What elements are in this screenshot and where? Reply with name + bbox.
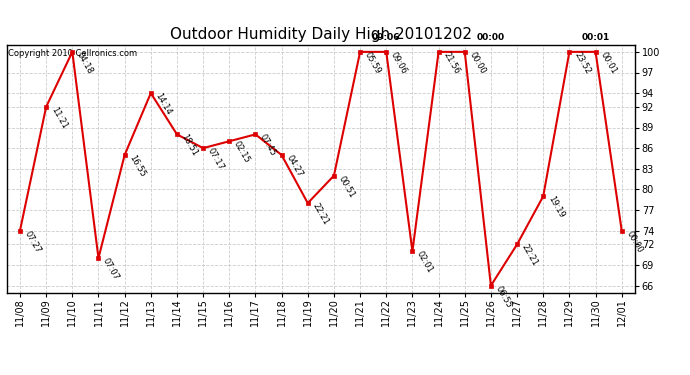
Text: 04:27: 04:27 — [284, 154, 304, 179]
Text: 09:06: 09:06 — [389, 51, 408, 76]
Text: 22:21: 22:21 — [520, 243, 540, 268]
Text: 00:01: 00:01 — [598, 51, 618, 75]
Text: 00:00: 00:00 — [468, 51, 487, 75]
Text: 06:55: 06:55 — [493, 284, 513, 309]
Text: 21:56: 21:56 — [442, 51, 461, 76]
Text: 11:21: 11:21 — [49, 105, 68, 130]
Text: 02:15: 02:15 — [232, 140, 252, 165]
Text: 00:00: 00:00 — [624, 229, 644, 254]
Text: 07:45: 07:45 — [258, 133, 278, 158]
Text: 18:51: 18:51 — [179, 133, 199, 158]
Text: 05:59: 05:59 — [363, 51, 382, 75]
Text: 02:01: 02:01 — [415, 250, 435, 275]
Text: 04:18: 04:18 — [75, 51, 95, 76]
Text: Copyright 2010 Cellronics.com: Copyright 2010 Cellronics.com — [8, 49, 137, 58]
Text: 16:55: 16:55 — [128, 154, 147, 179]
Text: 07:27: 07:27 — [23, 229, 43, 255]
Text: 00:01: 00:01 — [582, 33, 610, 42]
Text: 09:06: 09:06 — [372, 33, 400, 42]
Text: 14:14: 14:14 — [154, 92, 173, 117]
Text: 07:17: 07:17 — [206, 147, 226, 172]
Text: 23:52: 23:52 — [572, 51, 592, 76]
Text: 07:07: 07:07 — [101, 257, 121, 282]
Text: 00:51: 00:51 — [337, 174, 356, 199]
Text: 00:00: 00:00 — [477, 33, 505, 42]
Text: 22:21: 22:21 — [310, 202, 331, 227]
Text: 19:19: 19:19 — [546, 195, 566, 220]
Title: Outdoor Humidity Daily High 20101202: Outdoor Humidity Daily High 20101202 — [170, 27, 472, 42]
